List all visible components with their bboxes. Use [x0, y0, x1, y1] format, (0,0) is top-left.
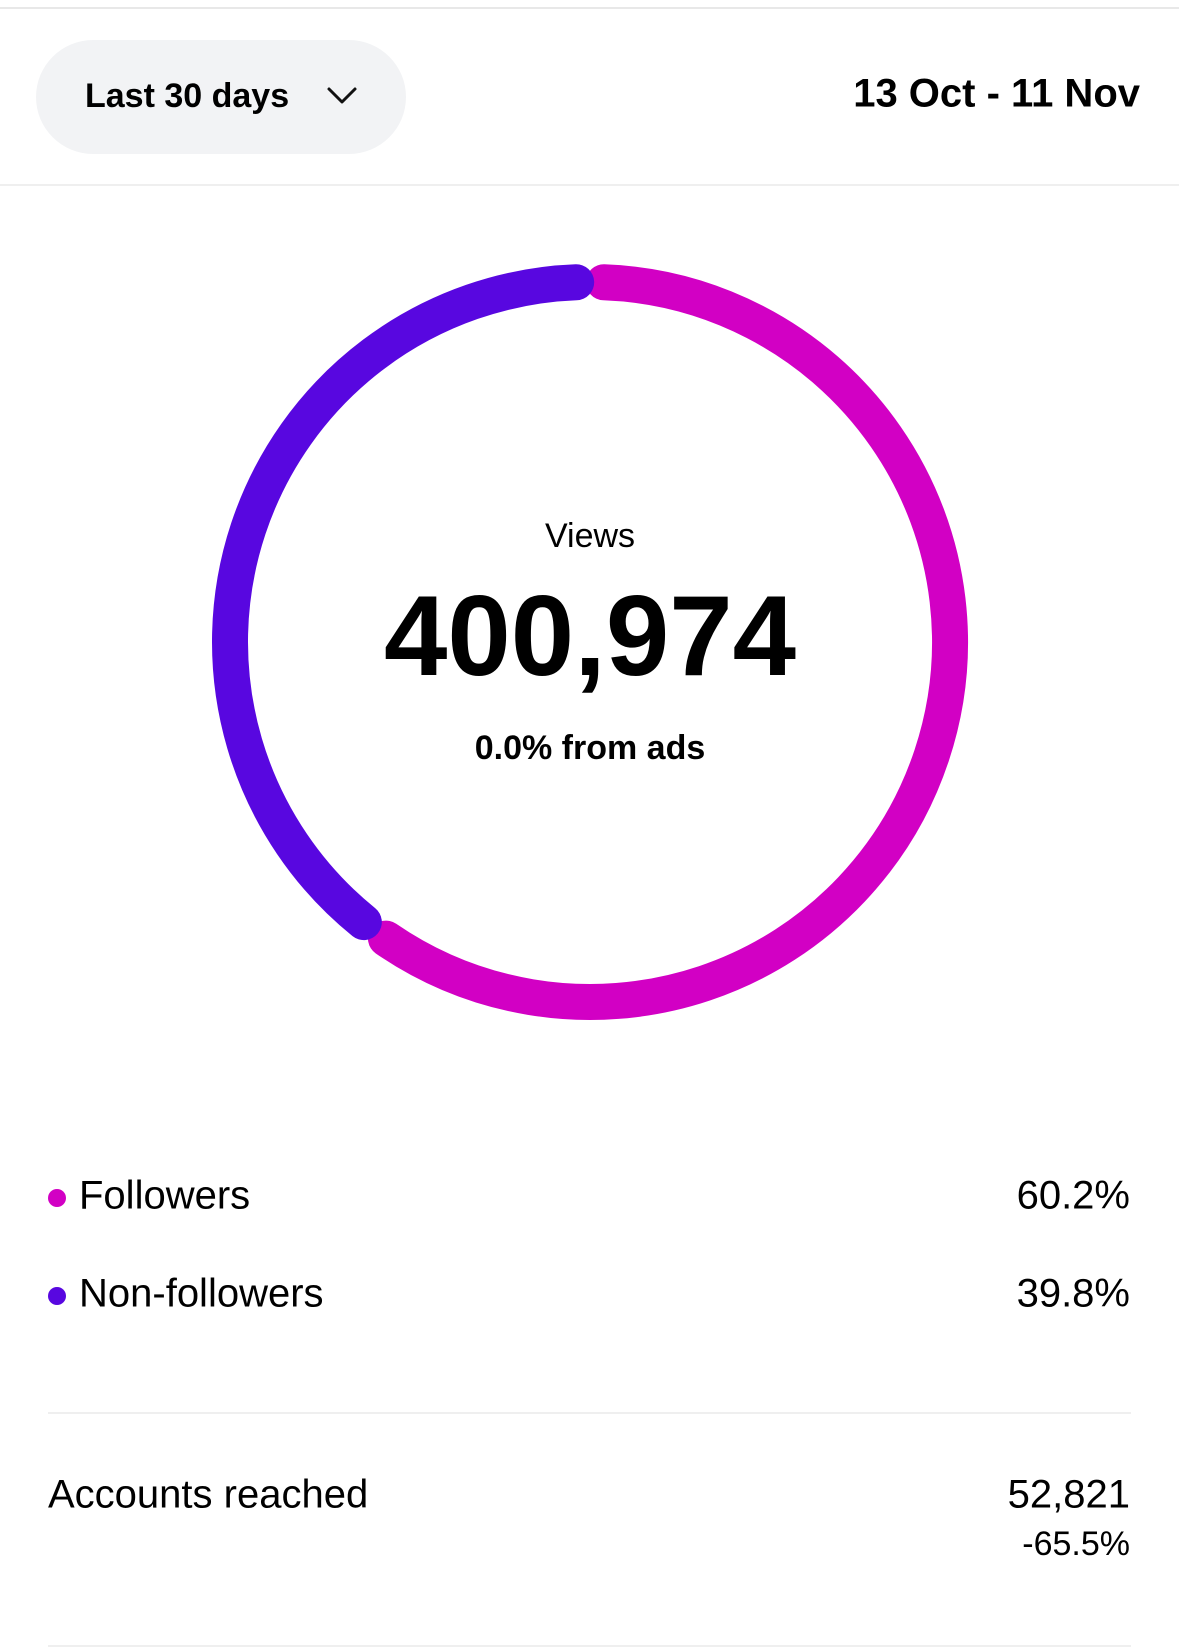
legend-value: 39.8%	[1017, 1272, 1130, 1316]
accounts-value: 52,821	[1008, 1473, 1130, 1517]
legend-dot	[48, 1189, 66, 1207]
period-button[interactable]	[36, 40, 406, 154]
legend-label: Non-followers	[79, 1272, 324, 1316]
summary-subtitle: 0.0% from ads	[475, 729, 706, 767]
summary-value: 400,974	[384, 573, 796, 700]
legend-label: Followers	[79, 1174, 250, 1218]
date-range: 13 Oct - 11 Nov	[853, 72, 1141, 116]
legend: Followers 60.2% Non-followers 39.8%	[48, 1174, 1130, 1316]
accounts-change: -65.5%	[1022, 1525, 1130, 1563]
period-label[interactable]: Last 30 days	[85, 77, 289, 115]
summary-label: Views	[545, 517, 635, 555]
donut-segment	[212, 264, 595, 941]
legend-dot	[48, 1287, 66, 1305]
donut-chart	[212, 264, 968, 1020]
chevron-icon[interactable]	[327, 87, 357, 104]
accounts-label: Accounts reached	[48, 1473, 368, 1517]
period-selector[interactable]: Last 30 days	[36, 40, 406, 154]
donut-segment	[367, 264, 968, 1020]
legend-value: 60.2%	[1017, 1174, 1130, 1218]
